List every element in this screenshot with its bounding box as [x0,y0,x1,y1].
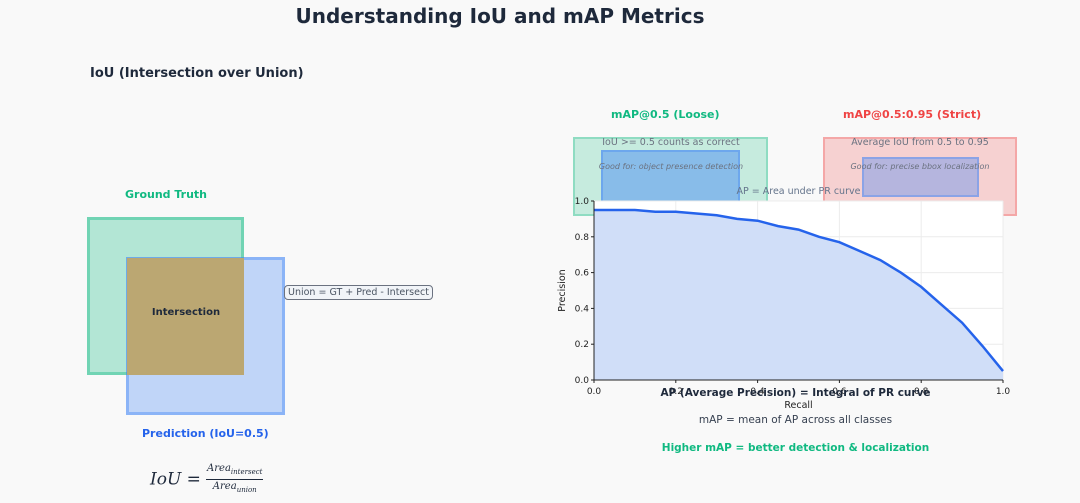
page-title: Understanding IoU and mAP Metrics [295,4,705,28]
y-tick-label: 0.0 [575,376,590,386]
x-tick-label: 0.6 [832,387,847,397]
strict-good-for: Good for: precise bbox localization [850,162,990,171]
formula-denominator: Areaunion [212,481,257,494]
strict-prediction-box [862,157,979,197]
y-tick-label: 0.4 [575,304,590,314]
map-conclusion: Higher mAP = better detection & localiza… [661,442,930,454]
ap-definition: AP (Average Precision) = Integral of PR … [660,387,931,399]
x-tick-label: 0.0 [587,387,602,397]
y-tick-label: 0.8 [575,233,590,243]
x-axis-label: Recall [784,400,812,411]
loose-good-for: Good for: object presence detection [598,162,744,171]
x-tick-label: 1.0 [996,387,1011,397]
union-callout: Union = GT + Pred - Intersect [284,285,433,300]
pr-area-fill [594,210,1003,380]
map-strict-title: mAP@0.5:0.95 (Strict) [843,108,982,121]
ground-truth-label: Ground Truth [125,188,208,201]
pr-curve-line [594,208,1004,372]
map-loose-title: mAP@0.5 (Loose) [611,108,720,121]
y-tick-label: 0.2 [575,340,589,350]
pr-curve-chart: 0.0 0.2 0.4 0.6 0.8 1.0 0.0 0.2 0.4 0.6 0.8 1.0 Reca… [557,197,1011,411]
y-tick-label: 1.0 [575,197,590,207]
x-tick-label: 0.2 [669,387,683,397]
y-axis-label: Precision [557,269,568,311]
strict-description: Average IoU from 0.5 to 0.95 [851,137,989,148]
formula-numerator: Areaintersect [206,462,264,480]
y-tick-label: 0.6 [575,269,590,279]
x-tick-label: 0.8 [914,387,929,397]
ap-area-note: AP = Area under PR curve [736,186,861,197]
loose-description: IoU >= 0.5 counts as correct [602,137,740,148]
formula-fraction: Areaintersect Areaunion [206,462,264,497]
x-tick-label: 0.4 [750,387,765,397]
formula-lhs: IoU = [150,469,201,490]
iou-formula: IoU = Areaintersect Areaunion [150,462,264,497]
iou-section-heading: IoU (Intersection over Union) [90,66,304,81]
prediction-label: Prediction (IoU=0.5) [142,427,269,440]
intersection-region [127,258,244,375]
intersection-label: Intersection [151,307,221,318]
map-definition: mAP = mean of AP across all classes [698,414,893,426]
